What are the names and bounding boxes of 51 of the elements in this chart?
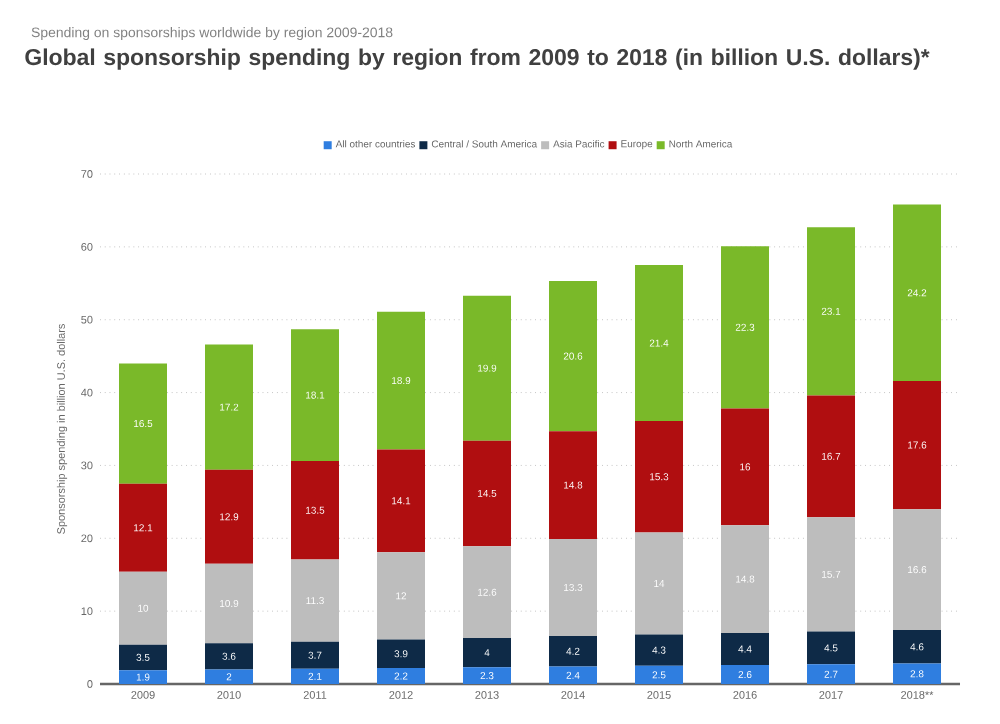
bar xyxy=(635,420,684,533)
bar xyxy=(635,665,684,684)
bar xyxy=(119,670,167,684)
bar xyxy=(807,631,856,665)
bar xyxy=(721,525,770,633)
bar xyxy=(205,643,253,670)
bar xyxy=(893,630,942,664)
bar xyxy=(119,363,167,484)
bar xyxy=(893,663,942,684)
bar xyxy=(291,641,339,669)
bar xyxy=(721,665,770,684)
bar xyxy=(205,344,253,470)
bar xyxy=(549,431,597,540)
bar xyxy=(205,669,253,684)
bar xyxy=(635,532,684,635)
bar xyxy=(205,469,253,564)
bar xyxy=(119,644,167,671)
bar xyxy=(721,633,770,666)
bar xyxy=(893,509,942,631)
bar xyxy=(291,559,339,642)
bar xyxy=(807,664,856,684)
bar xyxy=(119,483,167,572)
bar xyxy=(377,552,425,640)
bar xyxy=(549,635,597,667)
bar xyxy=(893,380,942,510)
bar xyxy=(463,295,511,441)
bar xyxy=(721,408,770,526)
bar xyxy=(291,668,339,684)
bar xyxy=(463,546,511,639)
bar xyxy=(807,395,856,518)
bar xyxy=(463,667,511,684)
bar xyxy=(463,440,511,547)
bar xyxy=(377,639,425,668)
bar xyxy=(377,449,425,553)
bar xyxy=(807,227,856,396)
bar xyxy=(291,461,339,560)
chart-title: Global sponsorship spending by region from 2009 to 2018 (in billion U.S. dollars)* xyxy=(25,48,930,70)
bar xyxy=(377,667,425,684)
bar xyxy=(463,638,511,668)
bar xyxy=(119,571,167,645)
bar xyxy=(549,666,597,684)
bar xyxy=(893,204,942,381)
bar xyxy=(635,265,684,421)
bar xyxy=(549,281,597,432)
bar xyxy=(635,634,684,666)
bar xyxy=(291,329,339,462)
bar xyxy=(377,311,425,450)
bar xyxy=(721,246,770,409)
bar xyxy=(807,517,856,632)
bar xyxy=(549,539,597,636)
bar xyxy=(205,563,253,644)
